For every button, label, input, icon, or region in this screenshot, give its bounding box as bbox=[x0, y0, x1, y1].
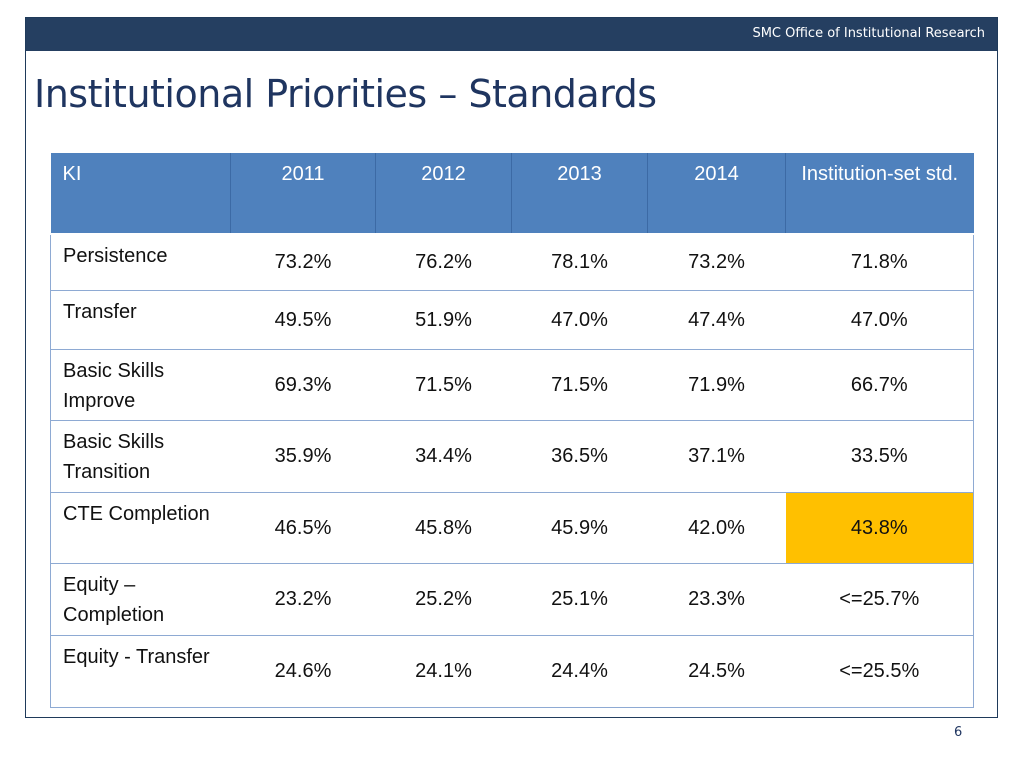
std-cell: 47.0% bbox=[785, 290, 974, 350]
column-header-2013: 2013 bbox=[511, 153, 648, 235]
value-cell: 76.2% bbox=[375, 234, 512, 291]
ki-label: Basic Skills Improve bbox=[50, 349, 231, 421]
value-cell: 36.5% bbox=[511, 420, 648, 493]
table-row: Equity - Transfer 24.6% 24.1% 24.4% 24.5… bbox=[50, 635, 974, 708]
std-cell: <=25.7% bbox=[785, 563, 974, 636]
table-row: Persistence 73.2% 76.2% 78.1% 73.2% 71.8… bbox=[50, 234, 974, 291]
column-header-institution-set-std: Institution-set std. bbox=[785, 153, 974, 235]
column-header-2014: 2014 bbox=[647, 153, 786, 235]
value-cell: 71.5% bbox=[375, 349, 512, 421]
value-cell: 47.4% bbox=[647, 290, 786, 350]
table-row: Equity – Completion 23.2% 25.2% 25.1% 23… bbox=[50, 563, 974, 636]
value-cell: 45.9% bbox=[511, 492, 648, 564]
ki-label: Basic Skills Transition bbox=[50, 420, 231, 493]
std-cell: <=25.5% bbox=[785, 635, 974, 708]
value-cell: 51.9% bbox=[375, 290, 512, 350]
value-cell: 24.5% bbox=[647, 635, 786, 708]
value-cell: 46.5% bbox=[230, 492, 376, 564]
value-cell: 24.1% bbox=[375, 635, 512, 708]
table-header-row: KI 2011 2012 2013 2014 Institution-set s… bbox=[50, 153, 974, 235]
ki-label: Persistence bbox=[50, 234, 231, 291]
value-cell: 71.5% bbox=[511, 349, 648, 421]
table-row: Basic Skills Improve 69.3% 71.5% 71.5% 7… bbox=[50, 349, 974, 421]
std-cell: 66.7% bbox=[785, 349, 974, 421]
value-cell: 71.9% bbox=[647, 349, 786, 421]
ki-table: KI 2011 2012 2013 2014 Institution-set s… bbox=[50, 153, 974, 708]
value-cell: 78.1% bbox=[511, 234, 648, 291]
value-cell: 34.4% bbox=[375, 420, 512, 493]
slide-title: Institutional Priorities – Standards bbox=[34, 72, 657, 116]
value-cell: 24.6% bbox=[230, 635, 376, 708]
column-header-2011: 2011 bbox=[230, 153, 376, 235]
column-header-2012: 2012 bbox=[375, 153, 512, 235]
value-cell: 49.5% bbox=[230, 290, 376, 350]
table-row: Transfer 49.5% 51.9% 47.0% 47.4% 47.0% bbox=[50, 290, 974, 350]
ki-label: Transfer bbox=[50, 290, 231, 350]
value-cell: 25.1% bbox=[511, 563, 648, 636]
value-cell: 69.3% bbox=[230, 349, 376, 421]
value-cell: 47.0% bbox=[511, 290, 648, 350]
value-cell: 37.1% bbox=[647, 420, 786, 493]
value-cell: 24.4% bbox=[511, 635, 648, 708]
table-row: Basic Skills Transition 35.9% 34.4% 36.5… bbox=[50, 420, 974, 493]
value-cell: 35.9% bbox=[230, 420, 376, 493]
value-cell: 45.8% bbox=[375, 492, 512, 564]
table-row: CTE Completion 46.5% 45.8% 45.9% 42.0% 4… bbox=[50, 492, 974, 564]
value-cell: 42.0% bbox=[647, 492, 786, 564]
std-cell: 71.8% bbox=[785, 234, 974, 291]
org-name: SMC Office of Institutional Research bbox=[752, 26, 985, 41]
ki-label: CTE Completion bbox=[50, 492, 231, 564]
value-cell: 25.2% bbox=[375, 563, 512, 636]
value-cell: 73.2% bbox=[647, 234, 786, 291]
value-cell: 73.2% bbox=[230, 234, 376, 291]
value-cell: 23.3% bbox=[647, 563, 786, 636]
highlighted-std-cell: 43.8% bbox=[785, 492, 974, 564]
header-bar: SMC Office of Institutional Research bbox=[26, 18, 997, 51]
column-header-ki: KI bbox=[50, 153, 231, 235]
ki-label: Equity – Completion bbox=[50, 563, 231, 636]
page-number: 6 bbox=[954, 725, 963, 740]
value-cell: 23.2% bbox=[230, 563, 376, 636]
ki-label: Equity - Transfer bbox=[50, 635, 231, 708]
std-cell: 33.5% bbox=[785, 420, 974, 493]
